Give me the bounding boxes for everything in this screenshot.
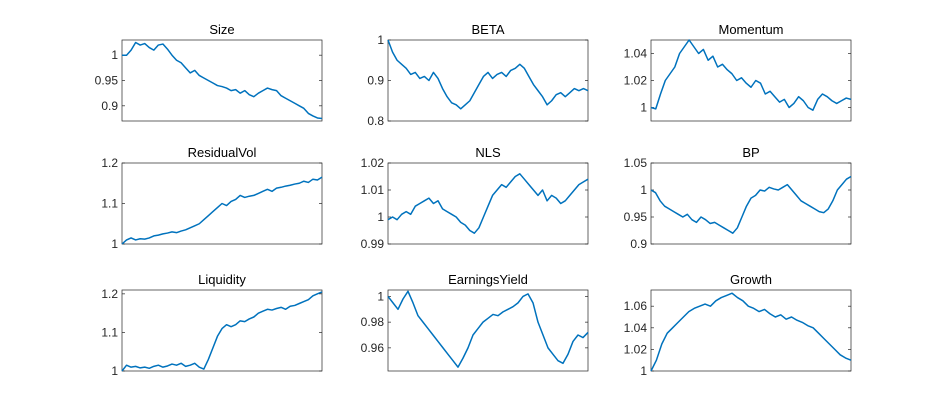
axes-box [121,39,323,122]
y-tick-label: 1 [111,364,118,378]
y-tick-label: 0.99 [361,237,385,251]
series-line [121,291,323,372]
y-tick-label: 0.9 [630,237,647,251]
series-line [650,175,852,234]
chart-title: ResidualVol [188,145,257,160]
y-tick-label: 1 [640,101,647,115]
chart-panel: Liquidity 1 1.1 1.2 [101,272,323,378]
y-tick-label: 1 [377,289,384,303]
series-line [121,176,323,245]
y-tick-label: 0.9 [101,99,118,113]
axes-box [650,162,852,245]
chart-panel: Growth 1 1.02 1.04 1.06 [624,272,852,378]
axes-box [387,39,589,122]
chart-title: EarningsYield [448,272,528,287]
axes-box [387,289,589,372]
y-tick-label: 1.06 [624,299,648,313]
y-tick-label: 1 [111,48,118,62]
y-tick-label: 0.8 [367,114,384,128]
y-tick-label: 0.95 [624,210,648,224]
chart-title: BETA [472,22,505,37]
y-tick-label: 0.95 [95,74,119,88]
axes-box [387,162,589,245]
chart-title: Liquidity [198,272,246,287]
series-line [650,292,852,372]
series-line [387,39,589,110]
y-tick-label: 1 [640,364,647,378]
axes-box [650,289,852,372]
series-line [122,41,323,120]
y-tick-label: 1.2 [101,287,118,301]
series-line [650,39,852,111]
y-tick-label: 1.2 [101,156,118,170]
y-tick-label: 1 [640,183,647,197]
y-tick-label: 1 [111,237,118,251]
chart-panel: BETA 0.8 0.9 1 [367,22,589,128]
y-tick-label: 1.1 [101,325,118,339]
series-line [387,173,589,234]
y-tick-label: 1.04 [624,321,648,335]
chart-title: Momentum [718,22,783,37]
y-tick-label: 0.9 [367,74,384,88]
chart-title: Growth [730,272,772,287]
y-tick-label: 0.96 [361,341,385,355]
chart-title: Size [209,22,234,37]
chart-title: BP [742,145,759,160]
axes-box [121,289,323,372]
y-tick-label: 1.02 [361,156,385,170]
y-tick-label: 1.05 [624,156,648,170]
y-tick-label: 1 [377,210,384,224]
y-tick-label: 1 [377,33,384,47]
chart-panel: EarningsYield 0.96 0.98 1 [361,272,589,372]
chart-title: NLS [475,145,501,160]
chart-panel: Size 0.9 0.95 1 [95,22,323,122]
chart-panel: ResidualVol 1 1.1 1.2 [101,145,323,251]
y-tick-label: 1.02 [624,342,648,356]
series-line [387,290,589,368]
y-tick-label: 0.98 [361,315,385,329]
y-tick-label: 1.04 [624,47,648,61]
y-tick-label: 1.02 [624,74,648,88]
chart-panel: NLS 0.99 1 1.01 1.02 [361,145,589,251]
chart-panel: BP 0.9 0.95 1 1.05 [624,145,852,251]
y-tick-label: 1.01 [361,183,385,197]
y-tick-label: 1.1 [101,197,118,211]
chart-panel: Momentum 1 1.02 1.04 [624,22,852,122]
